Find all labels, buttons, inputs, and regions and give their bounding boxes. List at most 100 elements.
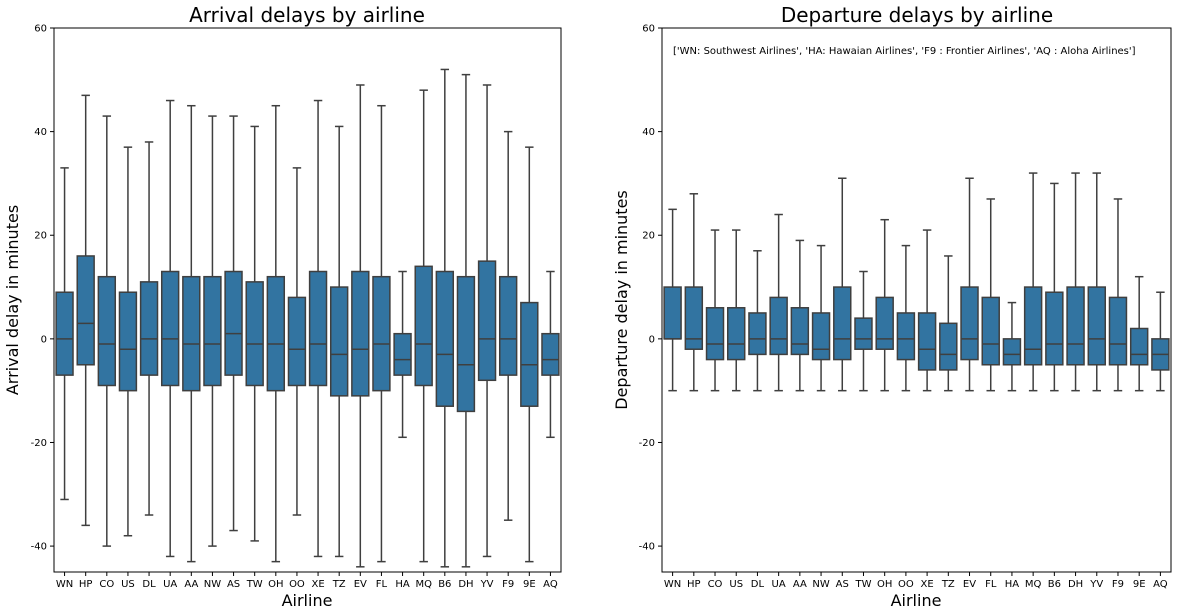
x-tick-label: TZ — [332, 579, 346, 590]
x-tick-label: WN — [664, 579, 681, 590]
box-AA — [790, 239, 810, 392]
x-tick-label: DH — [458, 579, 473, 590]
box-9E — [1129, 275, 1149, 392]
box-iqr — [55, 291, 74, 376]
x-tick-label: YV — [1089, 579, 1103, 590]
box-iqr — [351, 270, 370, 397]
y-tick-label: 20 — [642, 231, 655, 242]
x-tick-label: UA — [163, 579, 177, 590]
box-MQ — [414, 89, 433, 563]
x-tick-label: TW — [854, 579, 871, 590]
x-tick-label: B6 — [438, 579, 451, 590]
x-axis-label: Airline — [891, 591, 942, 610]
x-tick-label: FL — [376, 579, 388, 590]
box-iqr — [477, 260, 497, 382]
box-AA — [182, 104, 201, 563]
x-axis-label: Airline — [282, 591, 333, 610]
box-WN — [55, 167, 74, 501]
x-tick-label: F9 — [1112, 579, 1124, 590]
box-TW — [854, 270, 873, 392]
y-axis-label: Arrival delay in minutes — [3, 205, 22, 395]
box-OH — [875, 218, 894, 392]
box-B6 — [435, 68, 455, 568]
box-TW — [245, 125, 264, 542]
box-YV — [477, 84, 497, 558]
box-EV — [960, 177, 979, 392]
x-tick-label: AA — [793, 579, 807, 590]
y-tick-label: 0 — [649, 334, 655, 345]
box-iqr — [726, 307, 746, 361]
box-iqr — [435, 270, 455, 407]
box-iqr — [833, 286, 852, 361]
y-tick-label: -40 — [639, 542, 655, 553]
x-tick-label: NW — [812, 579, 829, 590]
box-YV — [1087, 172, 1107, 392]
x-tick-label: AQ — [1153, 579, 1168, 590]
x-tick-label: WN — [56, 579, 73, 590]
box-iqr — [76, 255, 95, 366]
x-tick-label: HP — [79, 579, 93, 590]
box-iqr — [854, 317, 873, 350]
box-B6 — [1045, 182, 1064, 392]
x-tick-label: AA — [184, 579, 198, 590]
box-F9 — [1108, 198, 1128, 392]
box-FL — [981, 198, 1000, 392]
box-iqr — [1108, 296, 1128, 366]
box-EV — [351, 84, 370, 568]
chart-title: Arrival delays by airline — [189, 3, 425, 27]
x-tick-label: US — [729, 579, 743, 590]
box-iqr — [981, 296, 1000, 366]
box-iqr — [1066, 286, 1085, 366]
box-iqr — [1045, 291, 1064, 366]
box-iqr — [498, 275, 518, 376]
box-iqr — [414, 265, 433, 387]
box-iqr — [769, 296, 788, 356]
box-iqr — [790, 307, 810, 356]
box-XE — [917, 229, 937, 392]
box-iqr — [287, 296, 307, 387]
box-9E — [520, 146, 539, 563]
x-tick-label: DH — [1068, 579, 1083, 590]
box-F9 — [498, 130, 518, 521]
chart-title: Departure delays by airline — [781, 3, 1053, 27]
box-WN — [663, 208, 682, 392]
y-tick-label: -40 — [31, 542, 47, 553]
x-tick-label: TW — [246, 579, 263, 590]
box-iqr — [960, 286, 979, 361]
box-OO — [896, 244, 916, 392]
x-tick-label: CO — [708, 579, 723, 590]
box-DL — [139, 141, 159, 516]
y-axis-label: Departure delay in minutes — [612, 190, 631, 410]
x-tick-label: 9E — [1133, 579, 1146, 590]
box-iqr — [1023, 286, 1043, 366]
x-tick-label: UA — [772, 579, 786, 590]
box-NW — [811, 244, 831, 392]
box-AQ — [1151, 291, 1170, 392]
box-iqr — [663, 286, 682, 340]
box-iqr — [139, 281, 159, 376]
y-axis-ticks: -40 -20 0 20 40 60 — [639, 24, 662, 553]
box-FL — [372, 104, 391, 563]
box-CO — [97, 115, 117, 547]
x-tick-label: XE — [311, 579, 324, 590]
box-UA — [769, 213, 788, 392]
box-iqr — [1087, 286, 1107, 366]
box-iqr — [224, 270, 243, 376]
box-US — [726, 229, 746, 392]
x-tick-label: OO — [289, 579, 305, 590]
box-XE — [308, 99, 328, 558]
y-tick-label: -20 — [639, 438, 655, 449]
box-HP — [684, 193, 704, 392]
box-iqr — [1002, 338, 1022, 366]
x-tick-label: XE — [921, 579, 934, 590]
box-marks — [663, 172, 1170, 392]
x-tick-label: HA — [1005, 579, 1020, 590]
box-iqr — [182, 275, 201, 392]
x-tick-label: DL — [142, 579, 156, 590]
box-iqr — [329, 286, 349, 397]
departure-delays-chart: Departure delays by airline -40 -20 0 20 40 6… — [612, 3, 1172, 610]
airline-legend-annotation: ['WN: Southwest Airlines', 'HA: Hawaian … — [673, 46, 1136, 57]
box-iqr — [811, 312, 831, 361]
box-iqr — [372, 275, 391, 392]
